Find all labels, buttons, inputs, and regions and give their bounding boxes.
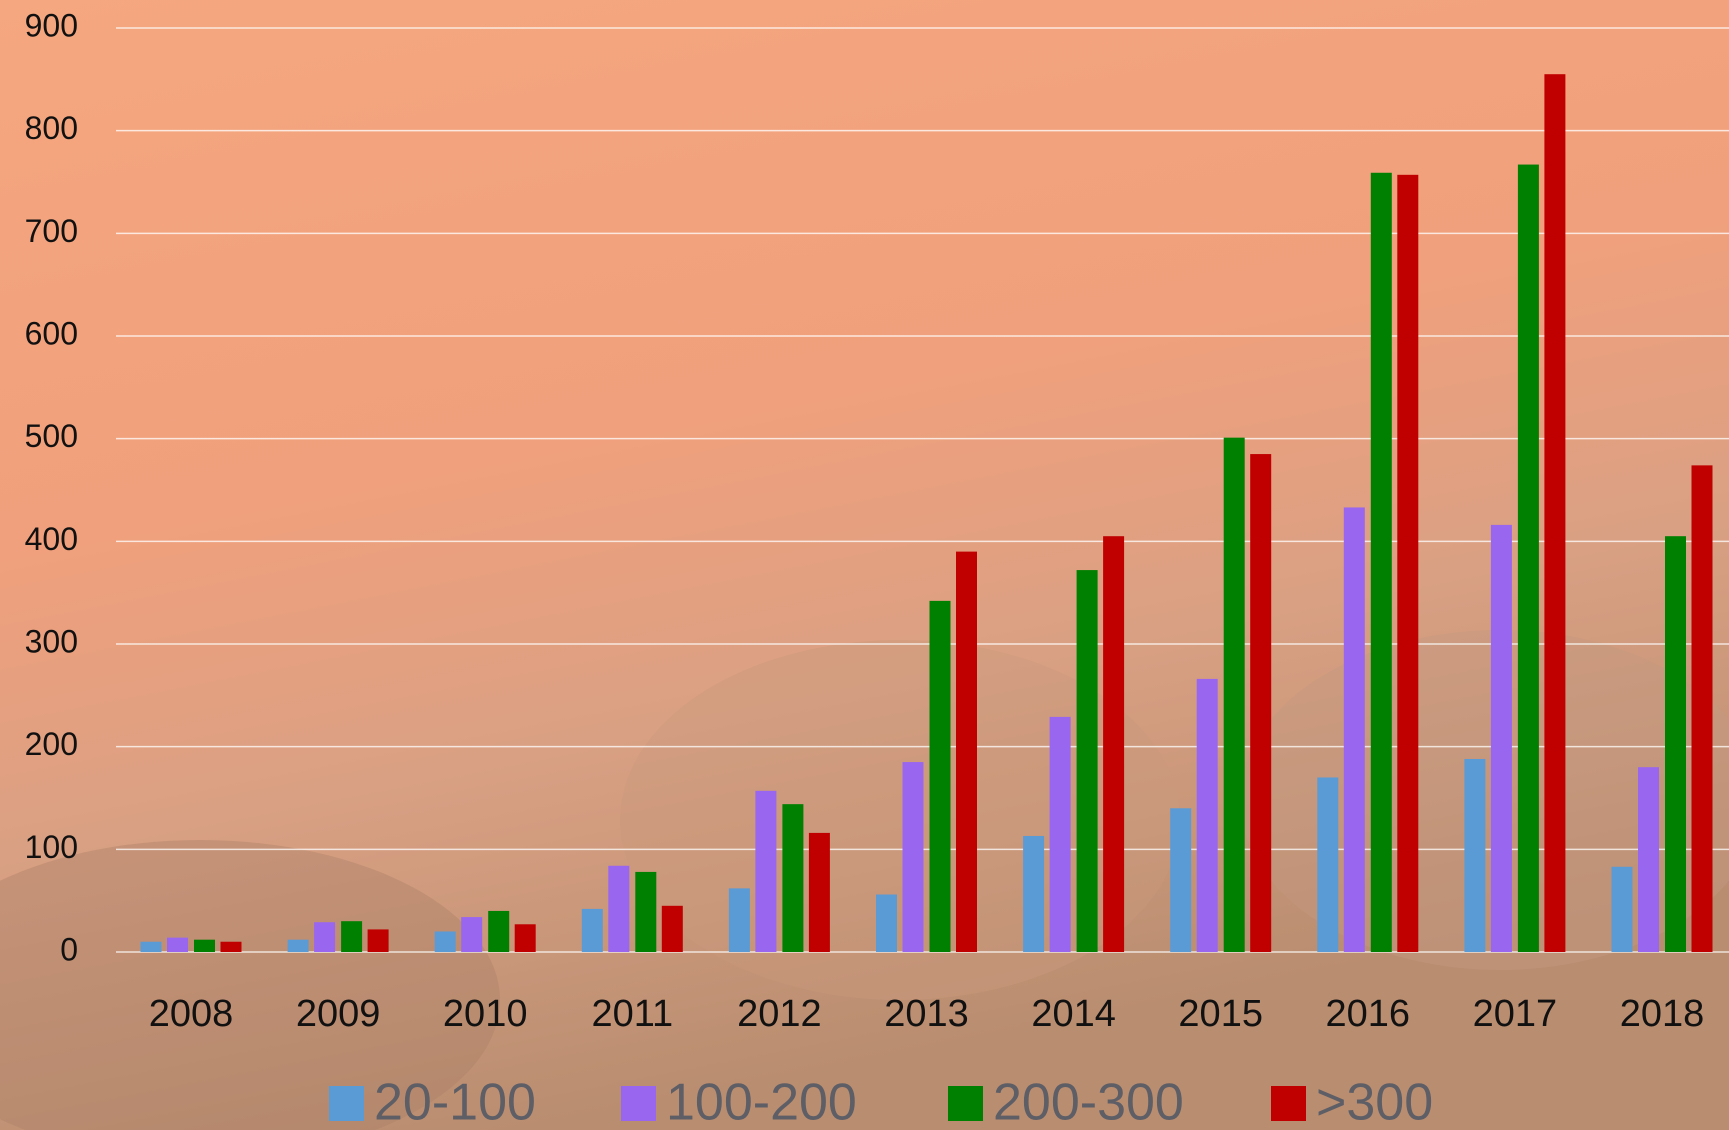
chart: 0 100 200 300 400 500 600 700 800 900 2008 2009 2010… <box>0 0 1729 1130</box>
x-tick-label: 2016 <box>1326 993 1411 1035</box>
x-tick-label: 2009 <box>296 993 381 1035</box>
bar <box>167 938 188 952</box>
x-tick-label: 2018 <box>1620 993 1705 1035</box>
y-tick-label: 400 <box>25 521 78 557</box>
bar <box>635 872 656 952</box>
y-tick-label: 600 <box>25 315 78 351</box>
bar <box>809 833 830 952</box>
legend-swatch <box>1271 1086 1306 1121</box>
bar <box>461 917 482 952</box>
bar <box>368 929 389 952</box>
bar <box>1197 679 1218 952</box>
bar <box>314 922 335 952</box>
bar <box>1491 525 1512 952</box>
bar <box>288 940 309 952</box>
bar <box>341 921 362 952</box>
bar <box>1638 767 1659 952</box>
bar <box>1023 836 1044 952</box>
bar <box>435 931 456 952</box>
bar <box>1371 173 1392 952</box>
bar <box>1170 808 1191 952</box>
legend-swatch <box>329 1086 364 1121</box>
x-tick-label: 2008 <box>149 993 234 1035</box>
bar <box>1692 465 1713 952</box>
x-tick-label: 2017 <box>1473 993 1558 1035</box>
legend-label: >300 <box>1316 1074 1433 1130</box>
x-tick-label: 2015 <box>1178 993 1263 1035</box>
bar <box>782 804 803 952</box>
x-tick-label: 2010 <box>443 993 528 1035</box>
legend-swatch <box>621 1086 656 1121</box>
bar <box>515 924 536 952</box>
bar <box>221 942 242 952</box>
bar <box>729 888 750 952</box>
bar <box>194 940 215 952</box>
bar <box>1464 759 1485 952</box>
x-tick-label: 2014 <box>1031 993 1116 1035</box>
bar <box>930 601 951 952</box>
bar <box>1224 438 1245 952</box>
legend-label: 200-300 <box>993 1074 1184 1130</box>
bar <box>608 866 629 952</box>
bar <box>488 911 509 952</box>
bar <box>1544 74 1565 952</box>
bar <box>662 906 683 952</box>
y-tick-label: 900 <box>25 7 78 43</box>
y-tick-label: 500 <box>25 418 78 454</box>
bar <box>1250 454 1271 952</box>
bar <box>1344 507 1365 952</box>
bar <box>956 552 977 952</box>
bar <box>1103 536 1124 952</box>
bar <box>755 791 776 952</box>
x-tick-label: 2012 <box>737 993 822 1035</box>
bar <box>1050 717 1071 952</box>
bar <box>1317 777 1338 952</box>
y-tick-label: 700 <box>25 213 78 249</box>
y-tick-label: 100 <box>25 829 78 865</box>
y-tick-label: 800 <box>25 110 78 146</box>
y-tick-label: 200 <box>25 726 78 762</box>
x-tick-label: 2011 <box>591 993 673 1035</box>
bar <box>876 895 897 952</box>
x-tick-label: 2013 <box>884 993 969 1035</box>
bar <box>141 942 162 952</box>
legend-label: 20-100 <box>374 1074 536 1130</box>
y-tick-label: 0 <box>60 931 78 967</box>
bar <box>1518 165 1539 952</box>
bar <box>1397 175 1418 952</box>
bar <box>1612 867 1633 952</box>
legend-swatch <box>948 1086 983 1121</box>
bar <box>582 909 603 952</box>
bar <box>903 762 924 952</box>
bar <box>1077 570 1098 952</box>
y-tick-label: 300 <box>25 623 78 659</box>
bar <box>1665 536 1686 952</box>
legend-label: 100-200 <box>666 1074 857 1130</box>
